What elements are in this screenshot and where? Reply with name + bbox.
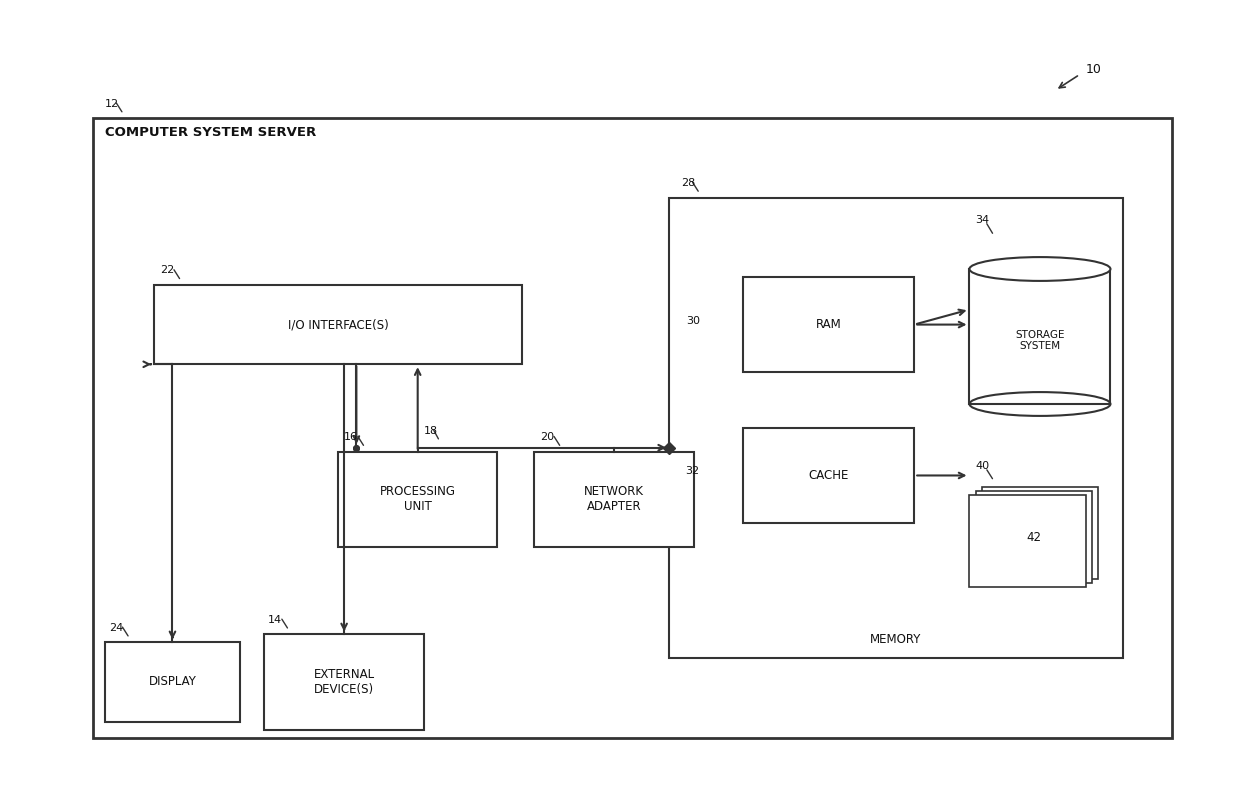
FancyBboxPatch shape — [264, 634, 424, 730]
FancyBboxPatch shape — [976, 491, 1092, 583]
FancyBboxPatch shape — [339, 452, 497, 547]
Text: 18: 18 — [424, 426, 438, 436]
FancyBboxPatch shape — [670, 197, 1122, 658]
Text: 30: 30 — [686, 316, 699, 326]
FancyBboxPatch shape — [154, 285, 522, 364]
Text: 42: 42 — [1027, 531, 1042, 544]
Text: 10: 10 — [1086, 62, 1102, 75]
Text: 20: 20 — [541, 432, 554, 442]
FancyBboxPatch shape — [105, 642, 239, 722]
Text: COMPUTER SYSTEM SERVER: COMPUTER SYSTEM SERVER — [105, 126, 316, 139]
Text: I/O INTERFACE(S): I/O INTERFACE(S) — [288, 318, 388, 331]
Ellipse shape — [970, 257, 1111, 281]
FancyBboxPatch shape — [982, 487, 1099, 579]
FancyBboxPatch shape — [970, 269, 1111, 404]
Text: 12: 12 — [105, 99, 119, 108]
FancyBboxPatch shape — [93, 118, 1172, 738]
FancyBboxPatch shape — [534, 452, 693, 547]
Text: EXTERNAL
DEVICE(S): EXTERNAL DEVICE(S) — [314, 668, 374, 696]
Text: CACHE: CACHE — [808, 469, 848, 482]
Text: 34: 34 — [976, 215, 990, 225]
Text: DISPLAY: DISPLAY — [149, 675, 196, 688]
Text: RAM: RAM — [816, 318, 841, 331]
Text: 28: 28 — [681, 178, 696, 188]
FancyBboxPatch shape — [970, 495, 1086, 587]
Text: MEMORY: MEMORY — [870, 633, 921, 646]
FancyBboxPatch shape — [743, 277, 914, 372]
Text: 16: 16 — [345, 432, 358, 442]
Text: 32: 32 — [686, 466, 699, 477]
Text: 40: 40 — [976, 461, 990, 472]
Text: PROCESSING
UNIT: PROCESSING UNIT — [379, 486, 455, 513]
FancyBboxPatch shape — [743, 427, 914, 523]
Text: 22: 22 — [160, 265, 175, 276]
Text: 14: 14 — [268, 615, 283, 625]
Text: NETWORK
ADAPTER: NETWORK ADAPTER — [584, 486, 644, 513]
Text: 24: 24 — [109, 623, 123, 633]
Text: STORAGE
SYSTEM: STORAGE SYSTEM — [1016, 330, 1065, 351]
